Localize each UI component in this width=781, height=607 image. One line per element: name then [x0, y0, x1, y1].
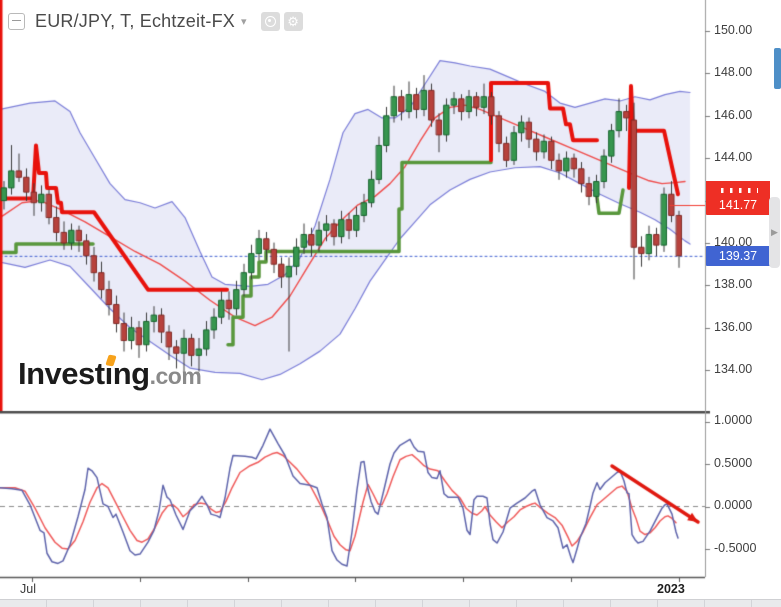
price-badge-red: 141.77 [706, 195, 770, 215]
price-tick-label: 138.00 [714, 277, 753, 291]
osc-tick-label: 1.0000 [714, 413, 753, 427]
time-label-2023: 2023 [657, 582, 685, 596]
chart-header: EUR/JPY, T, Echtzeit-FX ▾ ⚙ [0, 0, 303, 42]
circle-dot-icon [264, 15, 276, 27]
watermark: Investing.com [18, 356, 202, 392]
clipped-digits [718, 188, 758, 193]
price-tick-label: 144.00 [714, 150, 753, 164]
watermark-brand: Investing [18, 356, 150, 391]
axis-scroll-pill[interactable]: ▶ [769, 197, 780, 268]
chevron-down-icon[interactable]: ▾ [241, 15, 247, 28]
price-badge-blue: 139.37 [706, 246, 770, 266]
osc-tick-label: 0.0000 [714, 498, 753, 512]
price-tick-label: 146.00 [714, 108, 753, 122]
visibility-button[interactable] [260, 11, 280, 31]
watermark-tld: .com [149, 363, 202, 389]
osc-tick-label: 0.5000 [714, 456, 753, 470]
bottom-scroll-strip[interactable] [0, 599, 781, 607]
price-tick-label: 134.00 [714, 362, 753, 376]
gear-icon: ⚙ [287, 13, 299, 29]
price-tick-label: 150.00 [714, 23, 753, 37]
price-tick-label: 136.00 [714, 320, 753, 334]
collapse-panel-icon[interactable] [8, 12, 25, 30]
chevron-right-icon: ▶ [771, 227, 778, 237]
time-label-jul: Jul [20, 582, 36, 596]
price-tick-label: 140.00 [714, 235, 753, 249]
price-tick-label: 148.00 [714, 65, 753, 79]
settings-button[interactable]: ⚙ [283, 11, 303, 31]
price-badge-partial [706, 181, 770, 196]
osc-tick-label: -0.5000 [714, 541, 757, 555]
vertical-scrollbar-thumb[interactable] [774, 48, 781, 89]
symbol-title[interactable]: EUR/JPY, T, Echtzeit-FX [35, 10, 235, 31]
